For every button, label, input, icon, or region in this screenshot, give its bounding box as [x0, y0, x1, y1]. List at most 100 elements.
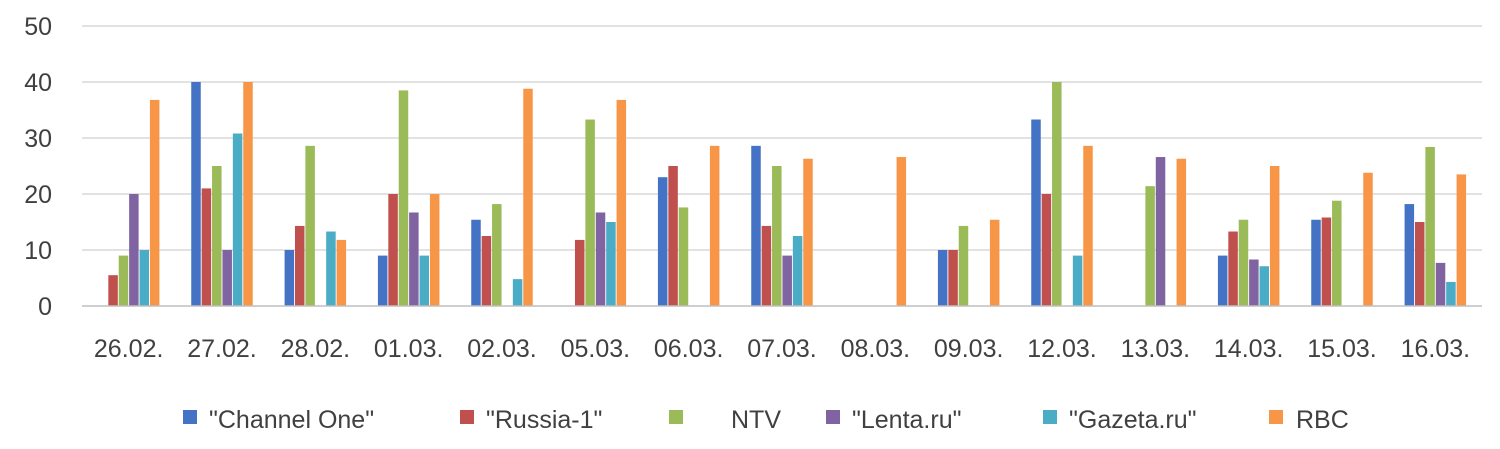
bar	[284, 250, 295, 306]
y-tick-label: 0	[38, 293, 52, 321]
bar	[1155, 157, 1166, 306]
bar	[1425, 146, 1435, 306]
bar	[419, 255, 430, 306]
bar	[1052, 82, 1062, 306]
bar	[948, 250, 958, 306]
bar	[1072, 255, 1083, 306]
bar	[896, 157, 907, 306]
y-tick-label: 30	[24, 125, 52, 153]
legend-label: "Channel One"	[209, 406, 374, 434]
bar	[616, 99, 627, 306]
legend-item: "Lenta.ru"	[826, 406, 962, 434]
bar	[429, 194, 440, 306]
x-tick-label: 05.03.	[561, 335, 631, 363]
bar	[1456, 174, 1467, 306]
bar	[772, 166, 782, 306]
bar	[1176, 158, 1187, 306]
bar	[1083, 145, 1093, 306]
legend-item: RBC	[1269, 406, 1349, 434]
legend-item: "Russia-1"	[460, 406, 602, 434]
bar	[232, 133, 243, 306]
bar	[222, 250, 232, 306]
legend: "Channel One" "Russia-1" NTV "Lenta.ru" "Gaz…	[183, 406, 1349, 434]
bar	[336, 239, 347, 306]
legend-label: NTV	[731, 406, 781, 434]
bar	[201, 188, 212, 306]
x-tick-label: 09.03.	[934, 335, 1004, 363]
bar	[377, 255, 388, 306]
bars	[108, 82, 1467, 307]
y-axis-ticks: 0 10 20 30 40 50	[24, 13, 52, 321]
bar	[409, 212, 419, 306]
bar	[1238, 219, 1249, 306]
legend-label: "Gazeta.ru"	[1069, 406, 1197, 434]
bar	[792, 236, 803, 306]
bar	[139, 250, 150, 306]
bar	[294, 225, 305, 306]
legend-label: RBC	[1296, 406, 1349, 434]
bar	[512, 279, 523, 306]
legend-label: "Lenta.ru"	[852, 406, 962, 434]
bar	[782, 255, 792, 306]
bar	[1446, 281, 1456, 306]
legend-swatch	[1043, 410, 1057, 424]
legend-item: "Gazeta.ru"	[1043, 406, 1197, 434]
x-tick-label: 15.03.	[1307, 335, 1377, 363]
bar	[129, 194, 139, 306]
bar	[937, 250, 948, 306]
bar	[574, 239, 585, 306]
bar	[118, 255, 129, 306]
bar	[1435, 262, 1446, 306]
bar	[803, 158, 813, 306]
x-tick-label: 16.03.	[1401, 335, 1471, 363]
y-tick-label: 40	[24, 69, 52, 97]
legend-swatch	[826, 410, 840, 424]
bar	[326, 231, 336, 306]
legend-swatch	[460, 410, 474, 424]
bar	[1332, 200, 1342, 306]
bar	[761, 225, 772, 306]
bar	[305, 145, 315, 306]
legend-swatch	[1269, 410, 1283, 424]
legend-item: "Channel One"	[183, 406, 374, 434]
y-tick-label: 50	[24, 13, 52, 41]
x-tick-label: 27.02.	[187, 335, 257, 363]
bar	[1259, 266, 1270, 306]
y-tick-label: 20	[24, 181, 52, 209]
bar	[989, 219, 1000, 306]
bar	[191, 82, 201, 306]
x-tick-label: 26.02.	[94, 335, 164, 363]
bar	[481, 236, 492, 306]
x-tick-label: 08.03.	[841, 335, 911, 363]
bar	[1269, 166, 1280, 306]
legend-swatch	[183, 410, 197, 424]
bar	[657, 177, 668, 306]
bar	[678, 207, 689, 306]
bar	[751, 145, 761, 306]
bar	[1311, 219, 1321, 306]
x-tick-label: 01.03.	[374, 335, 444, 363]
bar	[1217, 255, 1228, 306]
x-axis-ticks: 26.02. 27.02. 28.02. 01.03. 02.03. 05.03. 06.0…	[94, 335, 1470, 363]
bar	[1321, 217, 1332, 306]
bar	[108, 275, 118, 306]
bar	[1041, 194, 1052, 306]
bar	[492, 204, 502, 306]
bar	[149, 99, 160, 306]
gridlines	[82, 25, 1482, 251]
bar	[958, 225, 969, 306]
x-tick-label: 28.02.	[281, 335, 351, 363]
bar	[1145, 186, 1155, 306]
bar	[388, 194, 398, 306]
bar	[398, 90, 409, 307]
bar	[1249, 259, 1259, 306]
bar	[523, 88, 533, 306]
bar	[709, 145, 720, 306]
bar	[1031, 119, 1041, 307]
x-tick-label: 12.03.	[1027, 335, 1097, 363]
x-tick-label: 13.03.	[1121, 335, 1191, 363]
bar	[585, 119, 595, 307]
bar	[595, 212, 606, 306]
bar	[243, 82, 253, 306]
